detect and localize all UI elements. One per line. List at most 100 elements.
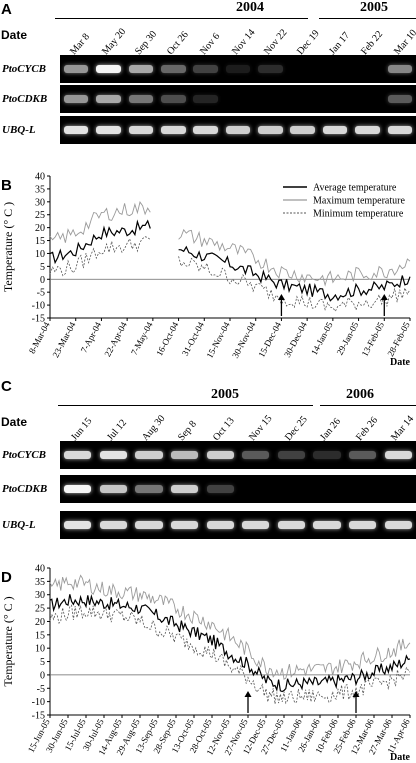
y-tick-label: 30 — [35, 197, 45, 208]
arrow-head — [380, 294, 388, 300]
series-line — [49, 604, 411, 705]
x-tick-label: 22-Apr-04 — [102, 320, 129, 359]
gel-band — [242, 521, 270, 529]
gene-label: PtoCDKB — [2, 483, 48, 495]
gel-band — [322, 126, 348, 134]
y-tick-label: 20 — [35, 223, 45, 234]
gel-band — [171, 451, 199, 459]
gene-label: UBQ-L — [2, 519, 36, 531]
y-axis-label: Temperature (° C ) — [1, 202, 15, 292]
year-2005: 2005 — [360, 0, 388, 15]
y-tick-label: 10 — [35, 644, 45, 655]
gel-band — [160, 65, 186, 73]
y-tick-label: -5 — [37, 684, 45, 695]
y-tick-label: 5 — [40, 657, 45, 668]
series-line — [49, 219, 411, 302]
gel-band — [193, 65, 218, 73]
x-tick-label: 15-Dec-04 — [256, 320, 283, 359]
lane-date-label: Feb 22 — [359, 28, 386, 58]
lane-date-label: Dec 25 — [282, 414, 310, 444]
date-header-c: Date — [1, 415, 28, 429]
gene-label: PtoCDKB — [2, 93, 48, 105]
lane-date-label: Nov 22 — [262, 27, 290, 58]
y-tick-label: 0 — [40, 670, 45, 681]
lane-date-label: Sep 8 — [175, 418, 199, 444]
gel-band — [96, 65, 121, 73]
legend-label: Maximum temperature — [313, 196, 405, 207]
arrow-head — [277, 294, 285, 300]
lane-date-label: Jul 12 — [104, 417, 129, 444]
year-rule-2004 — [55, 18, 308, 19]
gel-band — [96, 126, 121, 134]
y-tick-label: 30 — [35, 590, 45, 601]
series-line — [49, 594, 411, 693]
gel-band — [64, 521, 92, 529]
gel-band — [64, 485, 92, 493]
lane-date-label: Nov 15 — [246, 413, 275, 444]
gel-band — [160, 95, 186, 103]
gel-band — [135, 451, 163, 459]
y-tick-label: 25 — [35, 604, 45, 615]
gel-band — [349, 451, 377, 459]
lane-date-label: Jan 17 — [327, 30, 353, 58]
lane-date-label: Oct 26 — [165, 29, 191, 58]
lane-date-label: Sep 30 — [132, 28, 159, 58]
gel-band — [313, 451, 341, 459]
x-tick-label: 31-Oct-04 — [180, 320, 206, 358]
y-tick-label: -10 — [32, 301, 45, 312]
gel-band — [193, 126, 218, 134]
y-tick-label: 0 — [40, 275, 45, 286]
x-tick-label: 30-Dec-04 — [282, 320, 309, 359]
gel-band — [242, 451, 270, 459]
gel-band — [387, 65, 413, 73]
y-axis-label: Temperature (° C ) — [1, 596, 15, 686]
gel-band — [128, 65, 154, 73]
gene-label: PtoCYCB — [2, 63, 47, 75]
panel-d-label: D — [1, 569, 12, 586]
y-tick-label: 15 — [35, 630, 45, 641]
gel-band — [206, 451, 234, 459]
gel-band — [64, 451, 92, 459]
x-tick-label: 29-Jan-05 — [335, 320, 361, 357]
panel-c-label: C — [1, 378, 12, 395]
gene-label: PtoCYCB — [2, 449, 47, 461]
lane-date-label: Dec 19 — [294, 28, 322, 58]
lane-date-label: Aug 30 — [140, 413, 168, 444]
lane-date-label: Mar 10 — [391, 27, 416, 58]
y-tick-label: 40 — [35, 172, 45, 183]
gel-band — [99, 521, 127, 529]
lane-date-label: May 20 — [100, 26, 129, 58]
gel-band — [193, 95, 218, 103]
gel-band — [387, 95, 413, 103]
gel-band — [63, 65, 89, 73]
gel-band — [128, 95, 154, 103]
gel-band — [171, 521, 199, 529]
y-tick-label: -15 — [32, 711, 45, 722]
arrow-head — [352, 691, 360, 697]
x-tick-label: 16-Oct-04 — [154, 320, 180, 358]
x-tick-label: 7-Apr-04 — [79, 320, 104, 355]
gel-band — [96, 95, 121, 103]
y-tick-label: 15 — [35, 236, 45, 247]
gel-band — [225, 126, 251, 134]
lane-date-label: Feb 26 — [353, 414, 380, 444]
gel-band — [63, 95, 89, 103]
lane-date-label: Jun 15 — [68, 415, 95, 444]
x-tick-label: 28-Feb-05 — [385, 320, 412, 358]
x-tick-label: 13-Feb-05 — [360, 320, 387, 358]
gel-band — [225, 65, 251, 73]
gel-band — [277, 451, 305, 459]
x-axis-label: Date — [390, 357, 411, 368]
year-2005c: 2005 — [211, 387, 239, 402]
gel-band — [355, 126, 380, 134]
gel-band — [135, 485, 163, 493]
year-rule-2005 — [319, 18, 416, 19]
lane-date-label: Mar 14 — [389, 413, 416, 444]
series-line — [49, 201, 411, 287]
panel-b-label: B — [1, 177, 12, 194]
x-tick-label: 30-Nov-04 — [230, 320, 258, 360]
gel-band — [258, 65, 283, 73]
gel-band — [384, 521, 412, 529]
gel-band — [206, 521, 234, 529]
series-line — [49, 574, 411, 680]
